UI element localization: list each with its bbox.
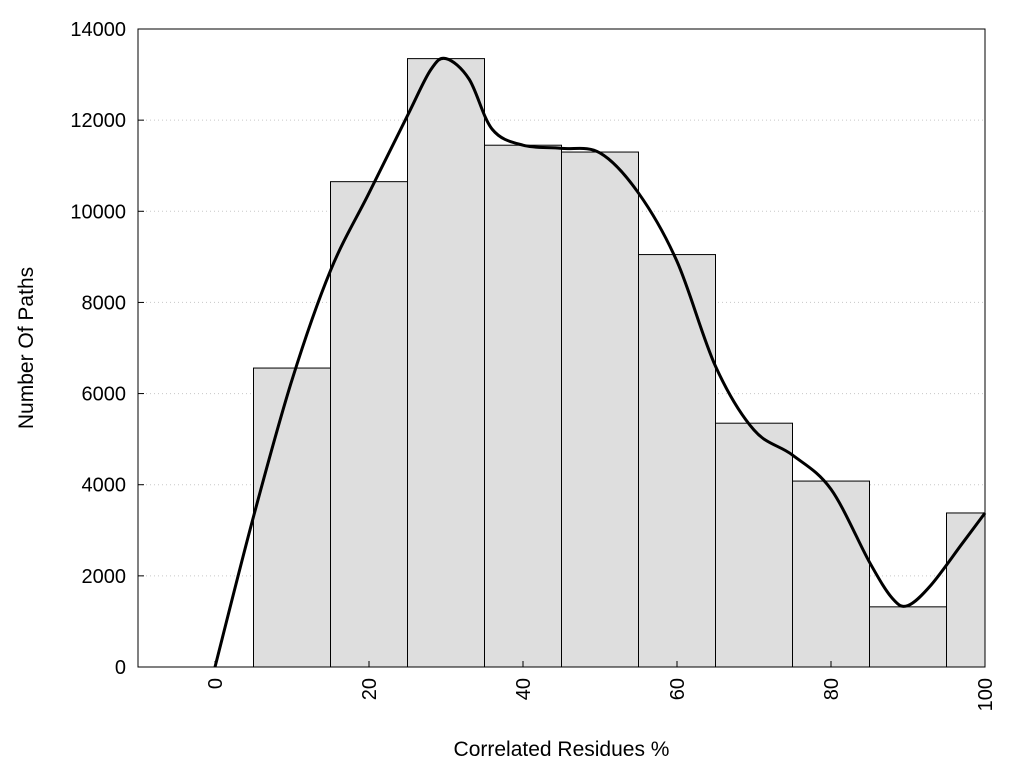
histogram-bar (561, 151, 639, 668)
x-tick-label: 100 (975, 678, 997, 711)
x-tick-label: 20 (359, 678, 381, 700)
histogram-bar (869, 606, 947, 668)
y-axis-title: Number Of Paths (15, 267, 38, 429)
x-axis-title: Correlated Residues % (454, 738, 670, 761)
y-tick-label: 2000 (82, 566, 127, 588)
histogram-bar (715, 422, 793, 668)
histogram-bar (484, 144, 562, 668)
y-tick-label: 0 (115, 657, 126, 679)
density-curve (213, 56, 987, 668)
y-tick-label: 6000 (82, 384, 127, 406)
histogram-bar (330, 181, 408, 668)
x-tick-label: 60 (667, 678, 689, 700)
y-axis-ticks: 0 2000 4000 6000 8000 10000 12000 14000 (70, 19, 144, 679)
x-tick-label: 40 (513, 678, 535, 700)
x-tick-label: 80 (821, 678, 843, 700)
y-tick-label: 4000 (82, 475, 127, 497)
x-tick-label: 0 (205, 678, 227, 689)
histogram-bar (946, 512, 986, 668)
y-tick-label: 12000 (70, 110, 126, 132)
histogram-bars (253, 58, 986, 668)
density-curve-layer (213, 56, 987, 668)
y-tick-label: 14000 (70, 19, 126, 41)
histogram-bar (638, 254, 716, 668)
histogram-bar (253, 367, 331, 668)
plot-frame (137, 28, 986, 668)
histogram-bar (407, 58, 485, 668)
histogram-bar (792, 480, 870, 668)
y-tick-label: 10000 (70, 201, 126, 223)
y-tick-label: 8000 (82, 292, 127, 314)
x-axis-ticks: 0 20 40 60 80 100 (205, 661, 997, 711)
